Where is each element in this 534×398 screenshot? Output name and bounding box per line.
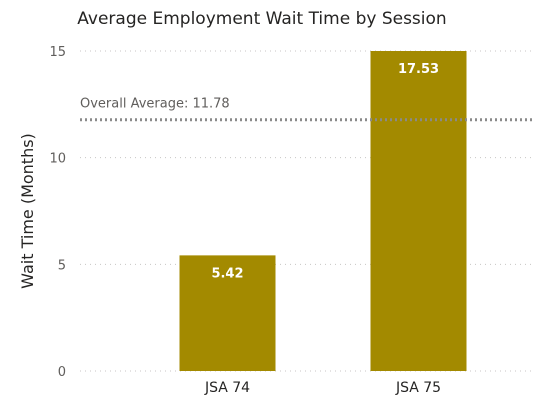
y-tick-label: 15 — [49, 45, 66, 60]
x-axis-ticks: JSA 74 JSA 75 — [204, 380, 441, 396]
y-tick-label: 10 — [49, 152, 66, 167]
y-axis-ticks: 0 5 10 15 — [49, 45, 66, 380]
x-tick-label: JSA 75 — [395, 380, 441, 396]
y-axis-label: Wait Time (Months) — [18, 133, 37, 289]
data-labels: 5.42 17.53 — [211, 62, 439, 281]
data-label: 17.53 — [398, 62, 439, 77]
average-reference-line: Overall Average: 11.78 — [80, 97, 534, 122]
chart-title: Average Employment Wait Time by Session — [77, 9, 446, 29]
bar — [179, 255, 276, 371]
y-tick-label: 5 — [58, 258, 66, 273]
y-tick-label: 0 — [58, 365, 66, 380]
x-tick-label: JSA 74 — [204, 380, 250, 396]
bar — [370, 51, 467, 371]
average-line-label: Overall Average: 11.78 — [80, 97, 230, 112]
bars — [179, 51, 467, 371]
gridlines — [80, 50, 532, 372]
data-label: 5.42 — [211, 266, 243, 281]
